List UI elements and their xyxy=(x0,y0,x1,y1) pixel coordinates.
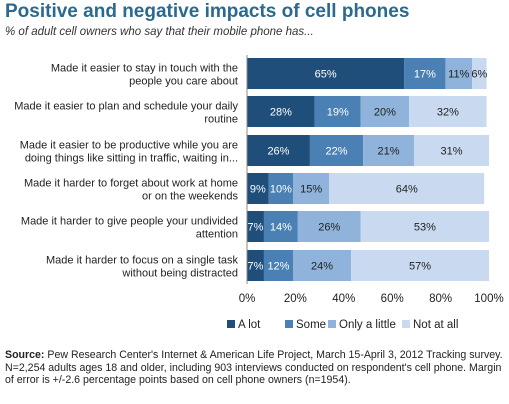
bar-value-label: 15% xyxy=(300,184,322,196)
bar-value-label: 11% xyxy=(448,69,469,81)
bar-value-label: 31% xyxy=(440,146,462,158)
legend-swatch xyxy=(328,320,336,328)
bar-value-label: 57% xyxy=(409,261,431,273)
bar-segment-only-a-little xyxy=(363,135,414,166)
bar-segment-a-lot xyxy=(247,173,269,204)
bar-segment-not-at-all xyxy=(351,250,489,281)
bar-segment-some xyxy=(309,135,364,166)
x-tick-label: 60% xyxy=(381,293,404,305)
bar-value-label: 21% xyxy=(378,146,400,158)
legend-label: A lot xyxy=(238,319,261,331)
bar-value-label: 7% xyxy=(248,261,264,273)
x-tick-label: 80% xyxy=(429,293,452,305)
bar-segment-only-a-little xyxy=(297,211,361,242)
category-label: Made it easier to stay in touch with the… xyxy=(51,63,238,88)
bar-value-label: 7% xyxy=(248,222,264,234)
category-label: Made it easier to plan and schedule your… xyxy=(14,101,238,126)
bar-segment-a-lot xyxy=(247,135,310,166)
category-label: Made it harder to give people your undiv… xyxy=(21,216,238,241)
bar-segment-a-lot xyxy=(247,250,264,281)
chart-subtitle: % of adult cell owners who say that thei… xyxy=(5,26,314,38)
bar-segment-a-lot xyxy=(247,58,405,89)
bar-value-label: 6% xyxy=(471,69,487,81)
bar-value-label: 9% xyxy=(250,184,266,196)
bar-value-label: 14% xyxy=(270,222,292,234)
bar-segment-not-at-all xyxy=(409,96,487,127)
source-note: Source: Pew Research Center's Internet &… xyxy=(5,349,505,387)
bar-segment-only-a-little xyxy=(360,96,410,127)
bar-value-label: 28% xyxy=(270,107,292,119)
x-tick-label: 0% xyxy=(239,293,256,305)
x-tick-label: 20% xyxy=(284,293,307,305)
bar-segment-a-lot xyxy=(247,211,264,242)
bar-value-label: 22% xyxy=(326,146,348,158)
source-label: Source: xyxy=(5,349,45,361)
x-tick-label: 40% xyxy=(332,293,355,305)
bar-value-label: 12% xyxy=(267,261,289,273)
stacked-bar-chart: Made it easier to stay in touch with the… xyxy=(14,55,504,331)
bar-segment-some xyxy=(263,211,298,242)
bar-segment-not-at-all xyxy=(413,135,489,166)
bar-segment-some xyxy=(404,58,446,89)
bar-value-label: 53% xyxy=(414,222,436,234)
source-text: Pew Research Center's Internet & America… xyxy=(5,349,503,386)
bar-value-label: 26% xyxy=(318,222,340,234)
legend-swatch xyxy=(285,320,293,328)
bar-segment-some xyxy=(263,250,293,281)
legend-swatch xyxy=(227,320,235,328)
legend-label: Some xyxy=(296,319,326,331)
bar-segment-not-at-all xyxy=(472,58,487,89)
chart-title: Positive and negative impacts of cell ph… xyxy=(5,1,410,22)
bar-value-label: 26% xyxy=(267,146,289,158)
category-label: Made it harder to focus on a single task… xyxy=(46,255,238,280)
bar-segment-not-at-all xyxy=(360,211,489,242)
legend-swatch xyxy=(402,320,410,328)
bar-value-label: 64% xyxy=(396,184,418,196)
bar-segment-some xyxy=(268,173,293,204)
bar-segment-not-at-all xyxy=(329,173,485,204)
bar-value-label: 32% xyxy=(437,107,459,119)
legend-label: Not at all xyxy=(413,319,458,331)
category-label: Made it easier to be productive while yo… xyxy=(20,140,238,165)
bar-value-label: 24% xyxy=(311,261,333,273)
bar-segment-only-a-little xyxy=(292,250,352,281)
category-label: Made it harder to forget about work at h… xyxy=(24,178,239,203)
bar-segment-only-a-little xyxy=(445,58,473,89)
bar-segment-only-a-little xyxy=(292,173,330,204)
bar-segment-a-lot xyxy=(247,96,315,127)
x-tick-label: 100% xyxy=(474,293,503,305)
bar-value-label: 65% xyxy=(315,69,337,81)
bar-value-label: 17% xyxy=(414,69,436,81)
bar-value-label: 20% xyxy=(374,107,396,119)
bar-value-label: 10% xyxy=(270,184,292,196)
bar-segment-some xyxy=(314,96,361,127)
legend-label: Only a little xyxy=(339,319,396,331)
bar-value-label: 19% xyxy=(327,107,349,119)
